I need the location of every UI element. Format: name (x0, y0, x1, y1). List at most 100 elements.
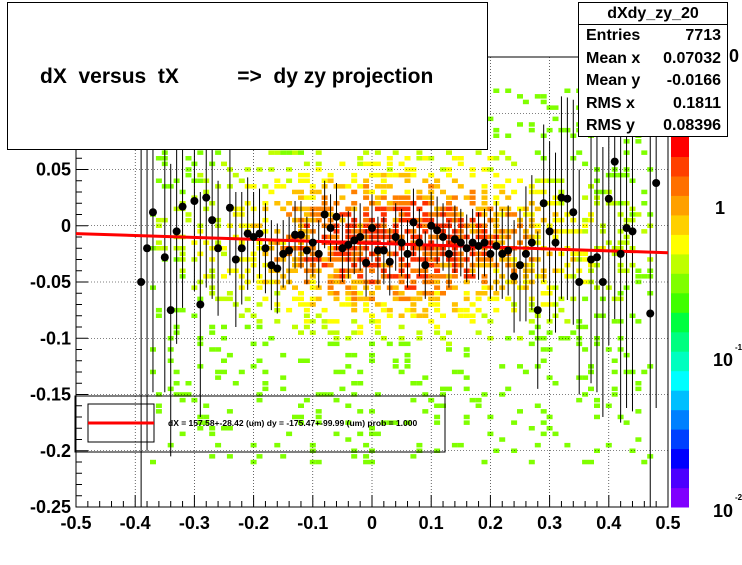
heatmap-cell (434, 262, 441, 268)
heatmap-cell (298, 358, 304, 363)
heatmap-cell (511, 212, 518, 217)
x-tick-label: -0.5 (60, 513, 91, 533)
heatmap-cell (256, 302, 263, 307)
heatmap-cell (463, 313, 470, 318)
profile-point (166, 306, 175, 315)
profile-point (444, 249, 453, 258)
heatmap-cell (440, 291, 446, 296)
heatmap-cell (244, 307, 251, 313)
heatmap-cell (481, 285, 488, 290)
profile-point (314, 249, 323, 258)
stats-row: Mean y -0.0166 (579, 70, 727, 93)
heatmap-cell (422, 375, 429, 380)
stats-box: dXdy_zy_20 Entries 7713 Mean x 0.07032 Mea… (578, 2, 728, 137)
colorbar-segment (671, 370, 689, 391)
heatmap-cell (582, 161, 589, 167)
heatmap-cell (434, 279, 441, 285)
heatmap-cell (357, 274, 364, 279)
heatmap-cell (256, 324, 263, 330)
heatmap-cell (351, 291, 358, 296)
heatmap-cell (410, 268, 417, 273)
heatmap-cell (534, 150, 541, 155)
heatmap-cell (226, 352, 233, 358)
heatmap-cell (635, 212, 642, 217)
heatmap-cell (374, 285, 381, 290)
heatmap-cell (369, 352, 375, 358)
heatmap-cell (446, 341, 452, 347)
heatmap-cell (345, 206, 352, 212)
heatmap-cell (374, 184, 381, 189)
heatmap-cell (386, 307, 393, 313)
heatmap-cell (386, 313, 393, 318)
heatmap-cell (256, 358, 263, 363)
heatmap-cell (238, 178, 245, 183)
heatmap-cell (315, 285, 322, 290)
heatmap-cell (374, 330, 381, 335)
heatmap-cell (446, 386, 452, 392)
heatmap-cell (369, 279, 375, 285)
heatmap-cell (493, 156, 500, 161)
heatmap-cell (185, 167, 192, 172)
profile-point (545, 227, 554, 236)
heatmap-cell (315, 212, 322, 217)
heatmap-cell (357, 291, 364, 296)
profile-point (521, 249, 530, 258)
heatmap-cell (410, 313, 417, 318)
x-tick-label: -0.3 (179, 513, 210, 533)
heatmap-cell (309, 279, 316, 285)
heatmap-cell (286, 212, 293, 217)
heatmap-cell (428, 189, 435, 195)
heatmap-cell (416, 336, 423, 341)
heatmap-cell (351, 172, 358, 178)
heatmap-cell (457, 184, 464, 189)
heatmap-cell (380, 195, 387, 200)
heatmap-cell (380, 172, 387, 178)
heatmap-cell (303, 178, 310, 183)
heatmap-cell (392, 364, 399, 369)
heatmap-cell (357, 409, 364, 414)
heatmap-cell (327, 178, 334, 183)
profile-point (610, 157, 619, 166)
heatmap-cell (315, 459, 322, 465)
heatmap-cell (422, 409, 429, 414)
profile-points (137, 157, 661, 318)
heatmap-cell (333, 431, 340, 437)
heatmap-cell (303, 161, 310, 167)
heatmap-cell (582, 279, 589, 285)
heatmap-cell (292, 285, 298, 290)
heatmap-cell (262, 369, 269, 375)
heatmap-cell (534, 189, 541, 195)
heatmap-cell (256, 397, 263, 403)
heatmap-cell (469, 195, 476, 200)
heatmap-cell (185, 392, 192, 397)
heatmap-cell (499, 189, 506, 195)
heatmap-cell (226, 454, 233, 459)
heatmap-cell (369, 296, 375, 302)
profile-point (397, 238, 406, 247)
heatmap-cell (197, 420, 204, 425)
heatmap-cell (416, 206, 423, 212)
stats-label: Mean x (586, 49, 641, 67)
heatmap-cell (398, 201, 405, 206)
heatmap-cell (505, 195, 512, 200)
profile-point (415, 238, 424, 247)
heatmap-cell (351, 381, 358, 386)
heatmap-cell (422, 313, 429, 318)
heatmap-cell (564, 319, 571, 324)
heatmap-cell (457, 307, 464, 313)
heatmap-cell (552, 381, 559, 386)
heatmap-cell (280, 375, 287, 380)
heatmap-cell (416, 195, 423, 200)
heatmap-cell (463, 414, 470, 420)
profile-point (421, 261, 430, 270)
heatmap-cell (404, 172, 411, 178)
heatmap-cell (374, 201, 381, 206)
heatmap-cell (528, 307, 535, 313)
heatmap-cell (351, 302, 358, 307)
heatmap-cell (534, 442, 541, 448)
colorbar-labels: 1 10 -1 10 -2 0 (713, 46, 742, 521)
profile-point (172, 227, 181, 236)
heatmap-cell (422, 178, 429, 183)
heatmap-cell (280, 184, 287, 189)
heatmap-cell (635, 409, 642, 414)
